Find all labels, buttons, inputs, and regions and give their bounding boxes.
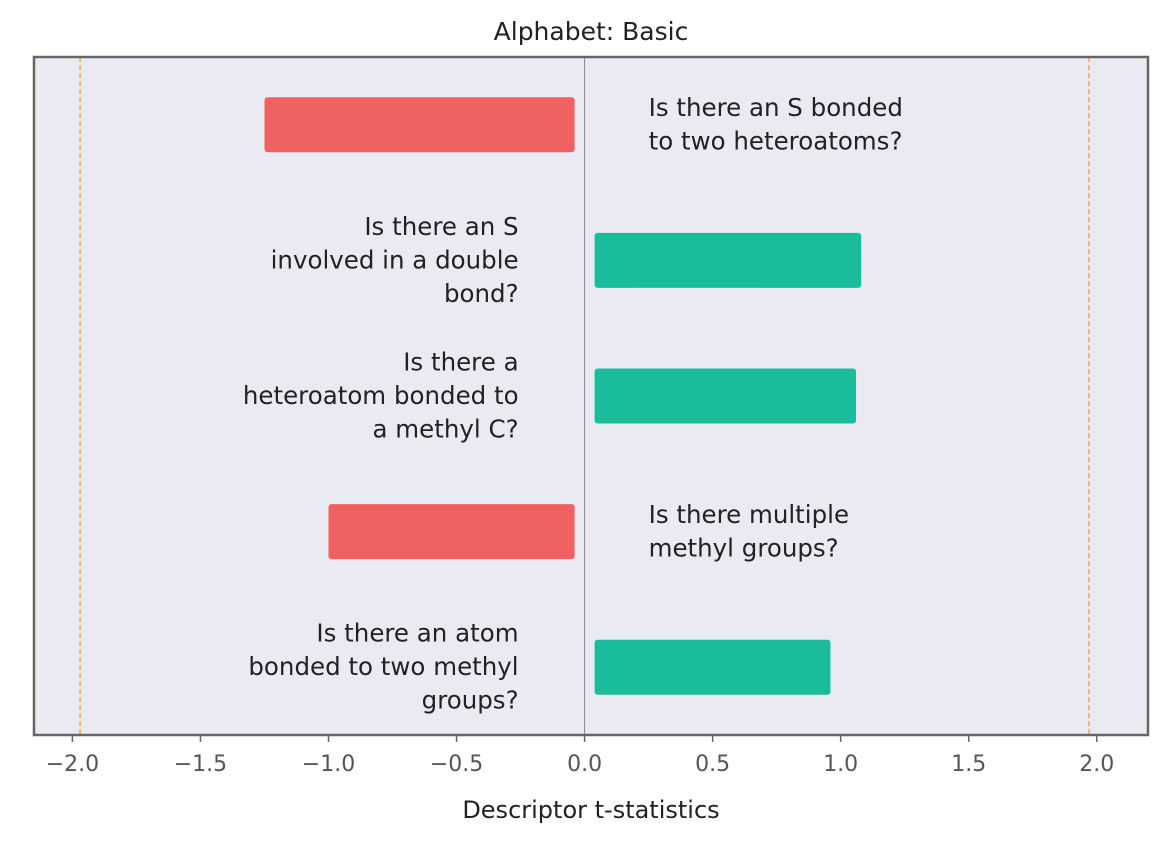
bar-1: [594, 232, 862, 288]
x-tick-label: −0.5: [430, 752, 483, 777]
x-tick-label: 1.5: [951, 752, 986, 777]
x-axis-title: Descriptor t-statistics: [462, 796, 719, 824]
bar-label-line: groups?: [422, 686, 519, 715]
bar-label-line: heteroatom bonded to: [243, 381, 519, 410]
x-tick-label: 1.0: [823, 752, 858, 777]
bar-label-line: Is there an S: [364, 212, 518, 241]
bar-label-line: Is there an S bonded: [649, 93, 903, 122]
bar-2: [594, 368, 857, 424]
bar-label-line: Is there multiple: [649, 500, 849, 529]
bar-label-line: bonded to two methyl: [248, 652, 518, 681]
bar-label-3: Is there multiple methyl groups?: [649, 500, 849, 563]
bar-label-0: Is there an S bonded to two heteroatoms?: [649, 93, 903, 156]
x-tick-label: −2.0: [46, 752, 99, 777]
bar-label-4: Is there an atom bonded to two methyl grou…: [248, 619, 518, 715]
x-tick-label: 2.0: [1079, 752, 1114, 777]
bar-label-line: a methyl C?: [373, 415, 519, 444]
x-tick-label: 0.0: [567, 752, 602, 777]
plot-frame: [32, 55, 1150, 737]
threshold-lines: [79, 57, 1090, 735]
x-axis-ticks: −2.0 −1.5 −1.0 −0.5 0.0 0.5 1.0 1.5 2.0: [46, 735, 1114, 777]
bars: [264, 97, 862, 695]
bar-label-line: involved in a double: [271, 245, 519, 274]
bar-label-line: methyl groups?: [649, 533, 839, 562]
bar-label-line: bond?: [444, 279, 519, 308]
plot-background: [34, 57, 1148, 735]
x-tick-label: −1.0: [302, 752, 355, 777]
bar-labels: Is there an S bonded to two heteroatoms?I…: [243, 93, 903, 715]
bar-label-2: Is there a heteroatom bonded to a methyl C…: [243, 348, 519, 444]
bar-label-line: Is there a: [403, 348, 518, 377]
x-tick-label: 0.5: [695, 752, 730, 777]
bar-0: [264, 97, 575, 153]
bar-3: [328, 504, 575, 560]
bar-4: [594, 639, 831, 695]
bar-label-line: to two heteroatoms?: [649, 127, 903, 156]
chart-title: Alphabet: Basic: [494, 17, 689, 46]
bar-label-1: Is there an S involved in a double bond?: [271, 212, 519, 308]
x-tick-label: −1.5: [174, 752, 227, 777]
bar-label-line: Is there an atom: [316, 619, 518, 648]
